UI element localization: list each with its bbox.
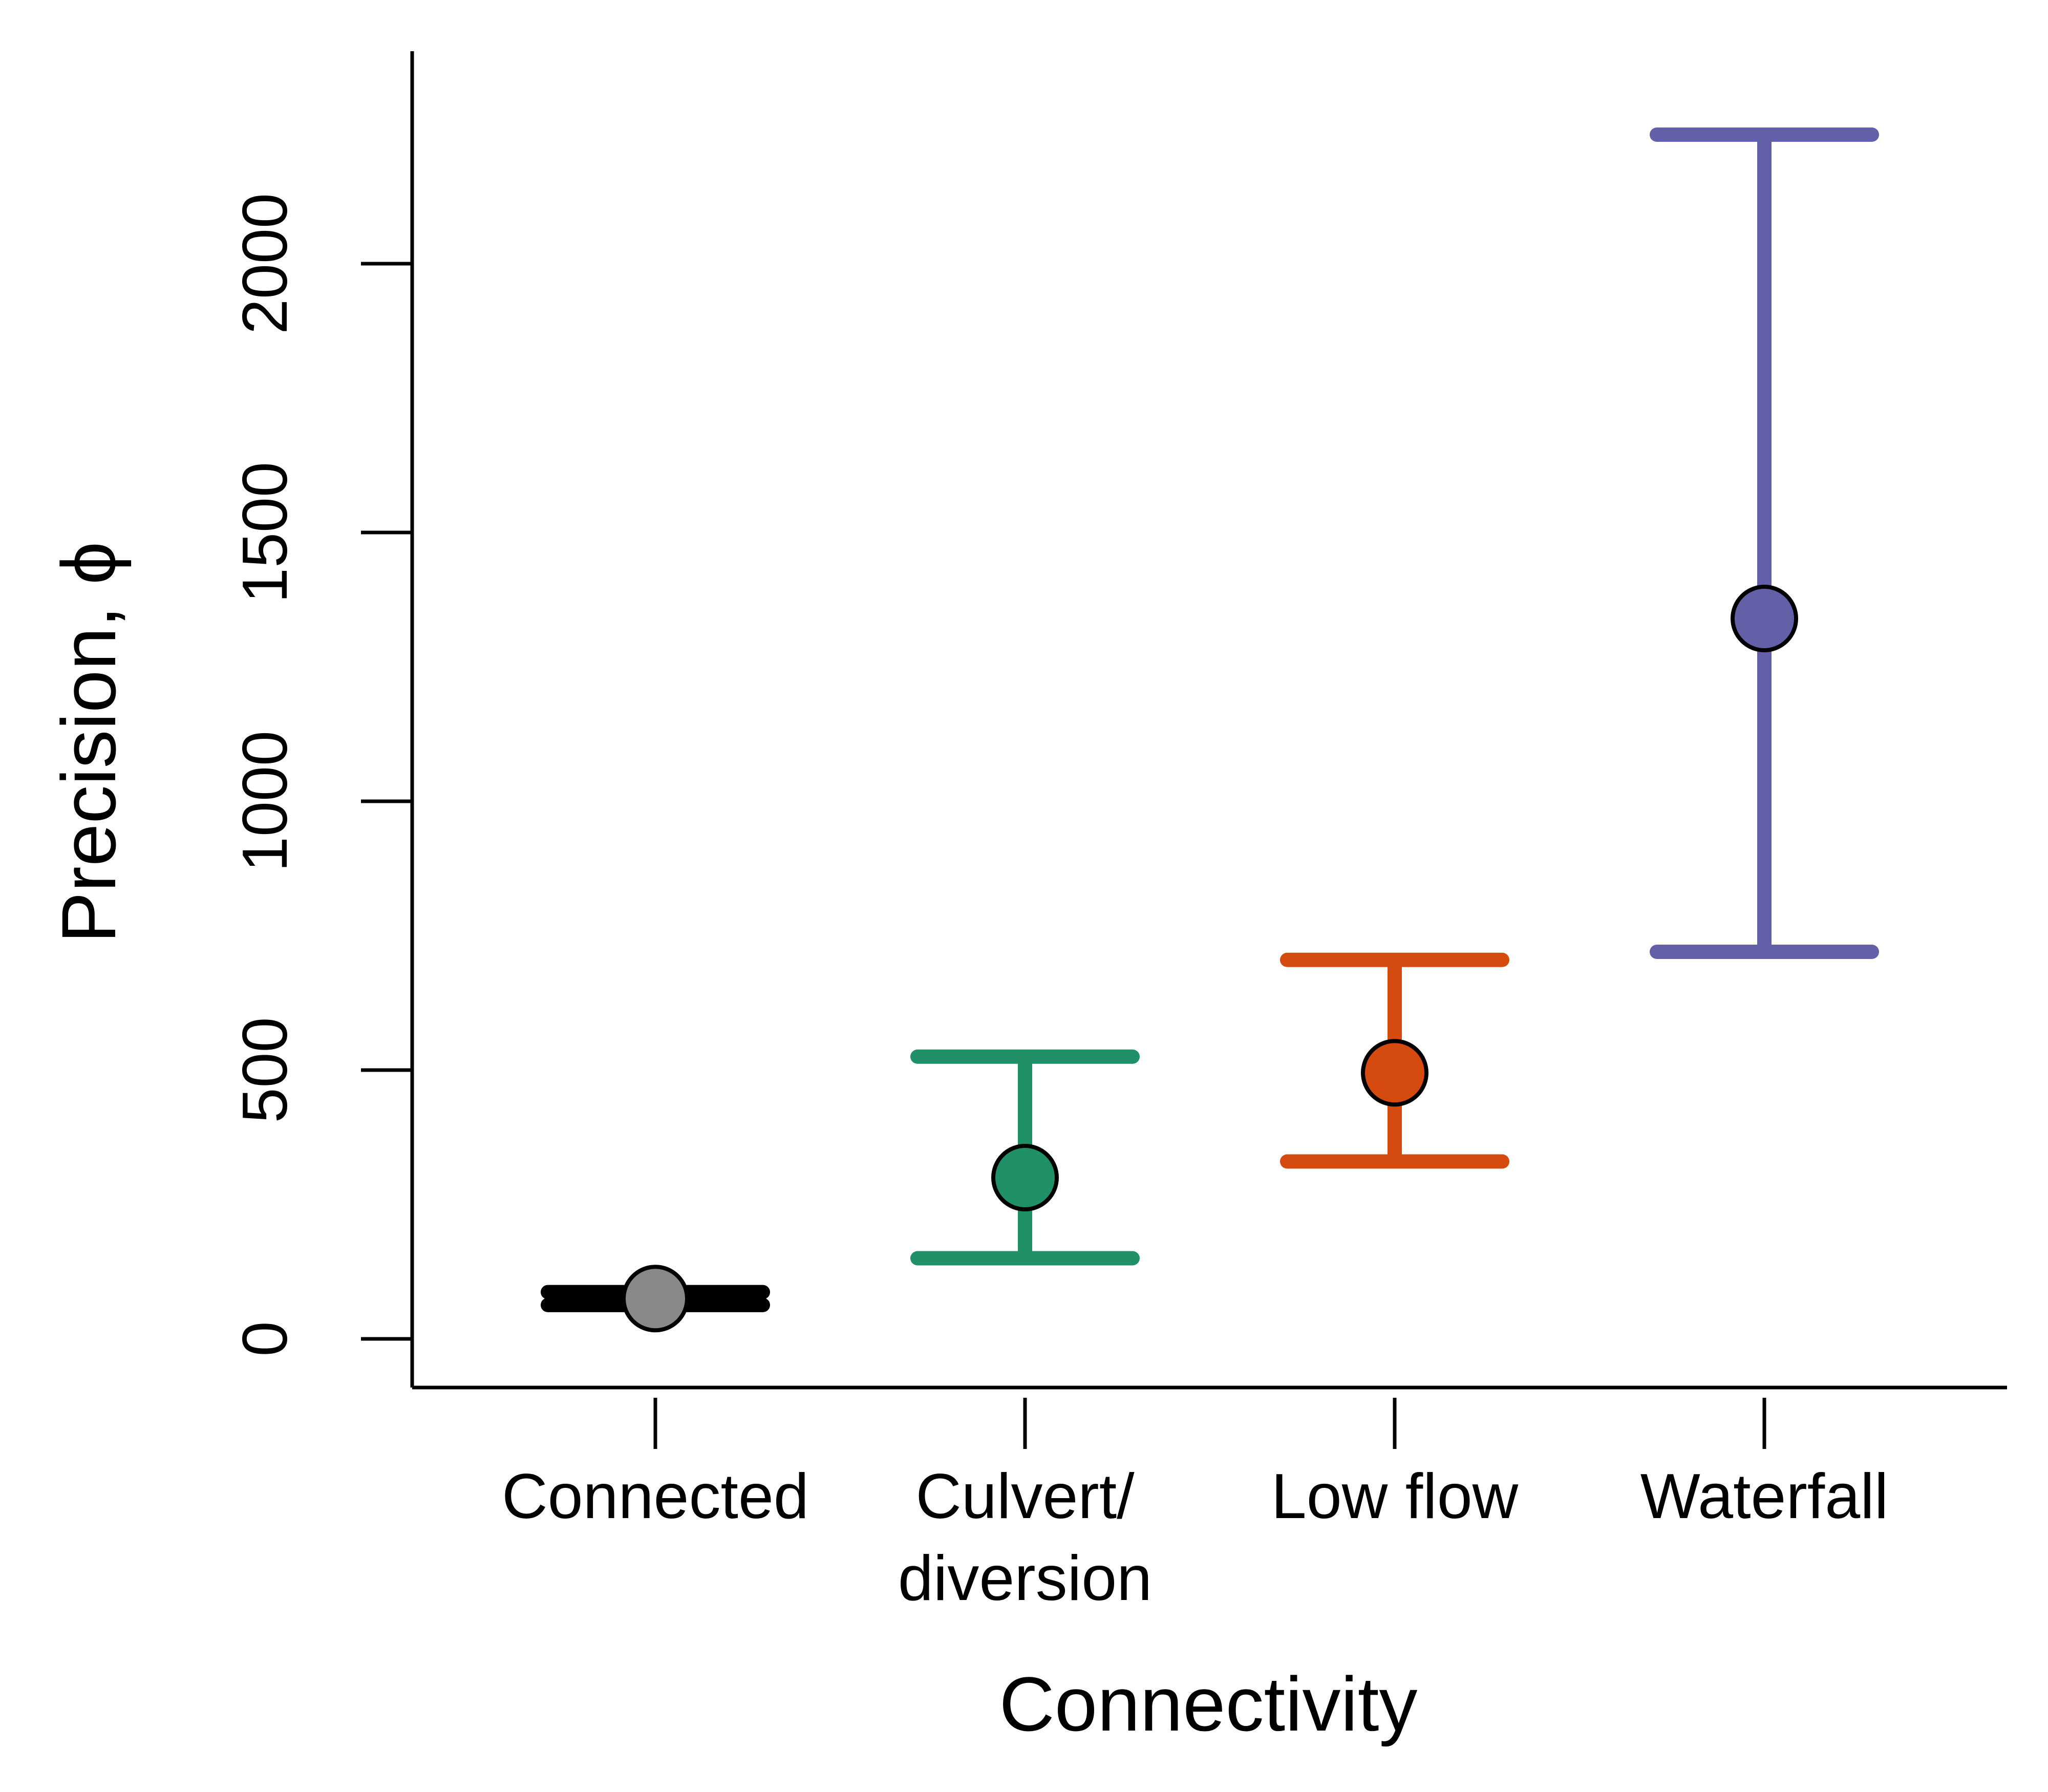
x-tick-label: Connected bbox=[502, 1461, 809, 1532]
estimate-point bbox=[991, 1144, 1059, 1211]
x-tick-label: Low flow bbox=[1271, 1461, 1519, 1532]
axes: 0 500 1000 1500 2000 Connected Culvert/diversi… bbox=[230, 51, 2007, 1614]
y-tick-label: 2000 bbox=[230, 193, 301, 334]
estimate-point bbox=[622, 1265, 689, 1333]
x-tick-label-line: Waterfall bbox=[1640, 1461, 1889, 1532]
x-tick-label-line: Culvert/ bbox=[915, 1461, 1135, 1532]
x-tick-label-line: Connected bbox=[502, 1461, 809, 1532]
y-tick-label: 0 bbox=[230, 1321, 301, 1357]
y-tick-label: 500 bbox=[230, 1017, 301, 1123]
x-tick-label: Waterfall bbox=[1640, 1461, 1889, 1532]
y-axis-title: Precision, ϕ bbox=[46, 542, 132, 943]
x-axis-title: Connectivity bbox=[999, 1661, 1417, 1747]
x-tick-label-line: Low flow bbox=[1271, 1461, 1519, 1532]
y-tick-label: 1000 bbox=[230, 731, 301, 872]
estimate-point bbox=[1731, 585, 1798, 652]
estimate-point bbox=[1361, 1039, 1428, 1107]
x-tick-label-line: diversion bbox=[898, 1543, 1152, 1614]
y-tick-label: 1500 bbox=[230, 462, 301, 603]
x-tick-label: Culvert/diversion bbox=[898, 1461, 1152, 1614]
error-bar-marks bbox=[541, 127, 1879, 1333]
